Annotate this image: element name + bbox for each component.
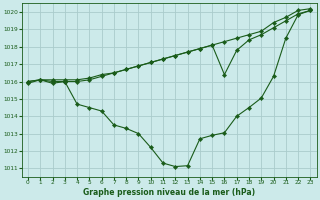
X-axis label: Graphe pression niveau de la mer (hPa): Graphe pression niveau de la mer (hPa) (83, 188, 255, 197)
